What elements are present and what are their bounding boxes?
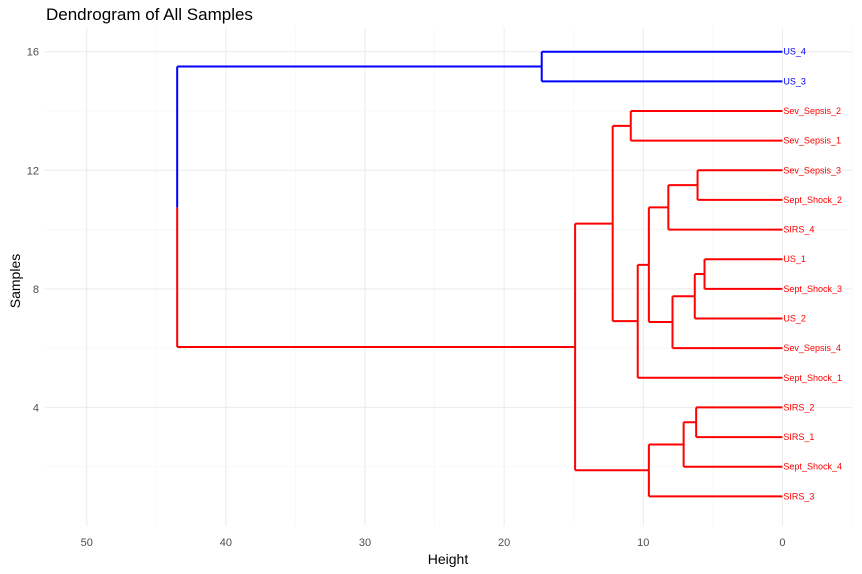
leaf-label: Sev_Sepsis_2 (783, 106, 841, 116)
leaf-label: SIRS_2 (783, 402, 814, 412)
y-tick-label: 4 (33, 402, 39, 414)
x-tick-label: 50 (81, 537, 93, 549)
leaf-label: Sept_Shock_1 (783, 373, 842, 383)
leaf-label: Sev_Sepsis_4 (783, 343, 841, 353)
leaf-label: Sept_Shock_3 (783, 284, 842, 294)
chart-title: Dendrogram of All Samples (46, 5, 253, 24)
leaf-label: SIRS_4 (783, 225, 814, 235)
x-tick-label: 40 (220, 537, 232, 549)
leaf-label: US_1 (783, 254, 806, 264)
leaf-label: Sev_Sepsis_3 (783, 165, 841, 175)
leaf-label: US_2 (783, 314, 806, 324)
leaf-label: SIRS_3 (783, 491, 814, 501)
leaf-label: US_4 (783, 47, 806, 57)
leaf-labels: SIRS_3 Sept_Shock_4 SIRS_1 SIRS_2 Sept_Shock… (783, 47, 842, 502)
leaf-label: Sept_Shock_4 (783, 462, 842, 472)
axis-ticks: 50 40 30 20 10 0 4 8 12 16 (27, 47, 786, 549)
leaf-label: US_3 (783, 76, 806, 86)
x-tick-label: 10 (637, 537, 649, 549)
leaf-label: Sept_Shock_2 (783, 195, 842, 205)
leaf-label: Sev_Sepsis_1 (783, 136, 841, 146)
y-tick-label: 16 (27, 47, 39, 59)
dendrogram-links (176, 50, 783, 498)
leaf-label: SIRS_1 (783, 432, 814, 442)
y-tick-label: 8 (33, 284, 39, 296)
x-tick-label: 0 (779, 537, 785, 549)
grid (45, 28, 853, 526)
x-axis-title: Height (428, 551, 469, 567)
y-axis-title: Samples (7, 254, 23, 308)
x-tick-label: 20 (498, 537, 510, 549)
x-tick-label: 30 (359, 537, 371, 549)
y-tick-label: 12 (27, 165, 39, 177)
